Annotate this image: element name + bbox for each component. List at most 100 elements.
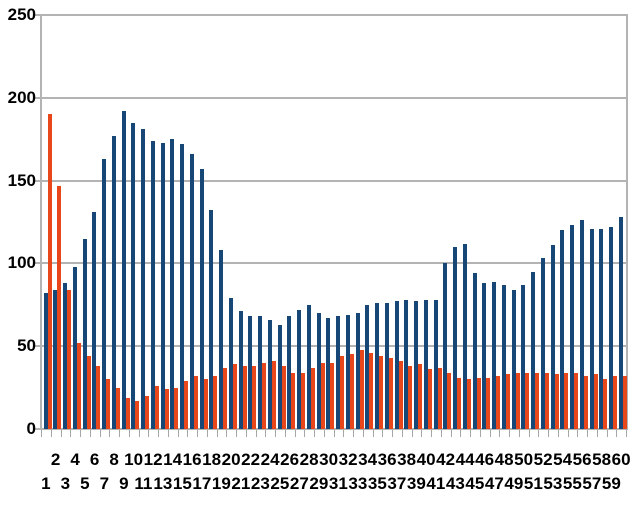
- bar-dark-blue-series: [170, 139, 175, 429]
- x-axis-tick: [158, 430, 159, 437]
- x-axis-label: 5: [80, 474, 90, 493]
- bar-dark-blue-series: [43, 293, 48, 429]
- x-axis-tick: [509, 430, 510, 437]
- y-axis-label: 250: [7, 5, 36, 24]
- bar-orange-red-series: [379, 356, 383, 429]
- x-axis-tick: [401, 430, 403, 437]
- x-axis-tick: [431, 430, 432, 437]
- bar-dark-blue-series: [394, 301, 399, 429]
- x-axis-label: 49: [504, 474, 524, 493]
- bar-dark-blue-series: [267, 320, 272, 429]
- x-axis-tick: [314, 430, 315, 437]
- x-axis-tick: [382, 430, 384, 437]
- y-axis-line: [40, 15, 42, 429]
- bar-dark-blue-series: [618, 217, 623, 429]
- bar-dark-blue-series: [453, 247, 457, 429]
- x-axis-label: 60: [611, 450, 631, 469]
- bar-dark-blue-series: [482, 283, 487, 429]
- bar-orange-red-series: [320, 363, 325, 429]
- x-axis-label: 34: [358, 450, 378, 469]
- bar-dark-blue-series: [189, 154, 194, 429]
- x-axis-tick: [177, 430, 179, 437]
- x-axis-tick: [596, 430, 598, 437]
- bar-orange-red-series: [564, 373, 569, 429]
- bar-dark-blue-series: [180, 144, 184, 429]
- bar-dark-blue-series: [248, 316, 253, 429]
- bar-dark-blue-series: [160, 143, 165, 429]
- x-axis-label: 45: [465, 474, 485, 493]
- x-axis-label: 54: [553, 450, 573, 469]
- bar-dark-blue-series: [579, 220, 584, 429]
- bar-orange-red-series: [291, 373, 296, 429]
- bar-orange-red-series: [281, 366, 286, 429]
- x-axis-label: 59: [601, 474, 621, 493]
- bar-orange-red-series: [184, 381, 188, 429]
- y-gridline: [41, 428, 628, 430]
- y-gridline: [41, 345, 628, 348]
- y-axis-tick: [34, 96, 41, 99]
- bar-dark-blue-series: [238, 311, 243, 429]
- bar-orange-red-series: [476, 378, 481, 429]
- bar-orange-red-series: [340, 356, 344, 429]
- bar-dark-blue-series: [531, 272, 535, 429]
- x-axis-label: 41: [426, 474, 446, 493]
- x-axis-tick: [499, 430, 501, 437]
- bar-dark-blue-series: [501, 285, 506, 429]
- bar-orange-red-series: [242, 366, 247, 429]
- bar-dark-blue-series: [404, 300, 409, 429]
- bar-dark-blue-series: [150, 141, 155, 429]
- bar-dark-blue-series: [472, 273, 477, 429]
- x-axis-label: 21: [231, 474, 251, 493]
- x-axis-tick: [538, 430, 540, 437]
- bar-dark-blue-series: [336, 316, 340, 429]
- bar-orange-red-series: [583, 376, 588, 429]
- bar-orange-red-series: [232, 364, 237, 429]
- plot-right-border: [626, 14, 628, 430]
- x-axis-label: 20: [221, 450, 241, 469]
- x-axis-label: 32: [338, 450, 358, 469]
- bar-dark-blue-series: [345, 315, 350, 429]
- y-axis-label: 50: [17, 336, 36, 356]
- y-axis-label: 0: [26, 419, 36, 438]
- bar-dark-blue-series: [423, 300, 428, 429]
- bar-dark-blue-series: [462, 244, 467, 429]
- x-axis-label: 35: [367, 474, 387, 493]
- bar-dark-blue-series: [316, 313, 321, 429]
- bar-dark-blue-series: [92, 212, 97, 429]
- x-axis-tick: [206, 430, 208, 437]
- y-gridline: [41, 179, 628, 182]
- bar-dark-blue-series: [443, 263, 448, 429]
- y-gridline: [41, 262, 628, 265]
- bar-orange-red-series: [544, 373, 549, 429]
- x-axis-label: 24: [260, 450, 280, 469]
- bar-orange-red-series: [437, 368, 442, 429]
- bar-orange-red-series: [145, 396, 149, 429]
- y-axis-label: 100: [7, 253, 36, 273]
- x-axis-tick: [372, 430, 374, 437]
- bar-orange-red-series: [271, 361, 276, 429]
- x-axis-tick: [626, 430, 627, 437]
- x-axis-tick: [616, 430, 618, 437]
- bar-orange-red-series: [447, 373, 452, 429]
- bar-dark-blue-series: [384, 303, 389, 429]
- bar-orange-red-series: [262, 363, 266, 429]
- x-axis-tick: [294, 430, 296, 437]
- bar-orange-red-series: [593, 374, 598, 429]
- x-axis-tick: [128, 430, 130, 437]
- x-axis-label: 47: [484, 474, 504, 493]
- bar-orange-red-series: [174, 388, 179, 429]
- x-axis-tick: [353, 430, 354, 437]
- x-axis-tick: [245, 430, 247, 437]
- bar-dark-blue-series: [521, 285, 526, 429]
- bar-orange-red-series: [622, 376, 627, 429]
- bar-dark-blue-series: [511, 290, 516, 429]
- x-axis-label: 7: [99, 474, 110, 493]
- bar-orange-red-series: [466, 379, 471, 429]
- bar-orange-red-series: [86, 356, 91, 429]
- x-axis-tick: [450, 430, 452, 437]
- bar-dark-blue-series: [277, 325, 282, 429]
- x-axis-label: 30: [319, 450, 339, 469]
- bar-orange-red-series: [135, 401, 140, 429]
- bar-orange-red-series: [369, 353, 374, 429]
